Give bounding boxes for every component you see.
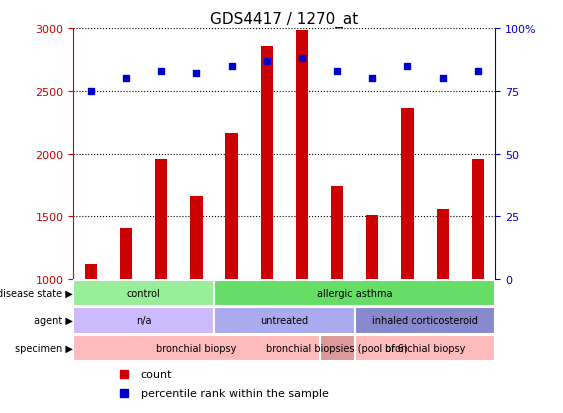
Bar <box>225 134 238 280</box>
Bar <box>472 159 484 280</box>
Text: bronchial biopsy: bronchial biopsy <box>156 343 236 353</box>
Bar <box>436 209 449 280</box>
Text: specimen ▶: specimen ▶ <box>15 343 73 353</box>
Text: percentile rank within the sample: percentile rank within the sample <box>141 388 329 398</box>
Text: inhaled corticosteroid: inhaled corticosteroid <box>372 316 478 325</box>
Text: agent ▶: agent ▶ <box>34 316 73 325</box>
Text: count: count <box>141 369 172 379</box>
Bar <box>120 228 132 280</box>
FancyBboxPatch shape <box>320 335 355 361</box>
Bar <box>366 216 378 280</box>
FancyBboxPatch shape <box>214 307 355 334</box>
FancyBboxPatch shape <box>214 280 495 306</box>
Text: n/a: n/a <box>136 316 151 325</box>
FancyBboxPatch shape <box>73 307 214 334</box>
FancyBboxPatch shape <box>355 307 495 334</box>
Bar <box>401 109 414 280</box>
Text: untreated: untreated <box>260 316 309 325</box>
FancyBboxPatch shape <box>73 335 320 361</box>
FancyBboxPatch shape <box>355 335 495 361</box>
Text: bronchial biopsy: bronchial biopsy <box>385 343 465 353</box>
Text: allergic asthma: allergic asthma <box>317 288 392 298</box>
Title: GDS4417 / 1270_at: GDS4417 / 1270_at <box>210 12 359 28</box>
Bar <box>155 159 167 280</box>
FancyBboxPatch shape <box>73 280 214 306</box>
Bar <box>261 46 273 280</box>
Text: disease state ▶: disease state ▶ <box>0 288 73 298</box>
Bar <box>296 31 308 280</box>
Bar <box>84 264 97 280</box>
Text: control: control <box>127 288 160 298</box>
Text: bronchial biopsies (pool of 6): bronchial biopsies (pool of 6) <box>266 343 408 353</box>
Bar <box>190 197 203 280</box>
Bar <box>331 187 343 280</box>
